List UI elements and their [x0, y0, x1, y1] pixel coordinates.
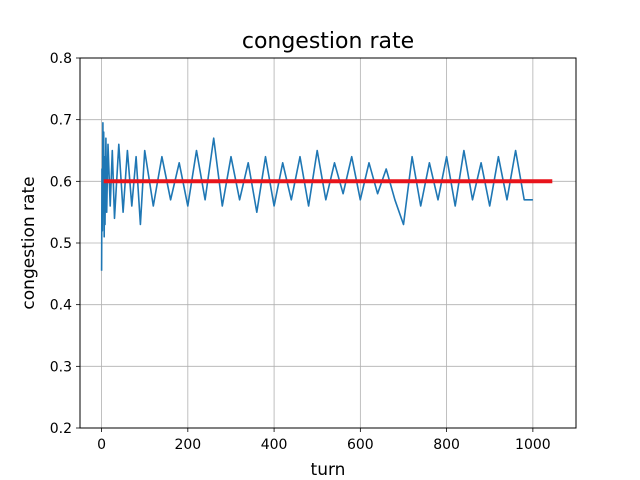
x-tick-label: 800	[433, 437, 460, 453]
y-tick-label: 0.4	[50, 298, 72, 314]
x-axis-label: turn	[311, 460, 346, 480]
congestion-rate-series-line	[100, 122, 533, 271]
y-tick-label: 0.2	[50, 421, 72, 437]
y-tick-label: 0.8	[50, 51, 72, 67]
x-tick-label: 600	[347, 437, 374, 453]
chart-title: congestion rate	[242, 29, 414, 54]
series-layer	[100, 122, 553, 271]
y-axis-label: congestion rate	[19, 176, 39, 309]
x-tick-label: 0	[97, 437, 106, 453]
y-tick-label: 0.5	[50, 236, 72, 252]
y-tick-label: 0.6	[50, 174, 72, 190]
y-tick-label: 0.7	[50, 113, 72, 129]
x-tick-label: 200	[174, 437, 201, 453]
tick-layer: 0 200 400 600 800 1000 0.2 0.3 0.4 0.5 0.6 0.7 0.8	[50, 51, 551, 453]
x-tick-label: 400	[261, 437, 288, 453]
x-tick-label: 1000	[515, 437, 551, 453]
y-tick-label: 0.3	[50, 359, 72, 375]
